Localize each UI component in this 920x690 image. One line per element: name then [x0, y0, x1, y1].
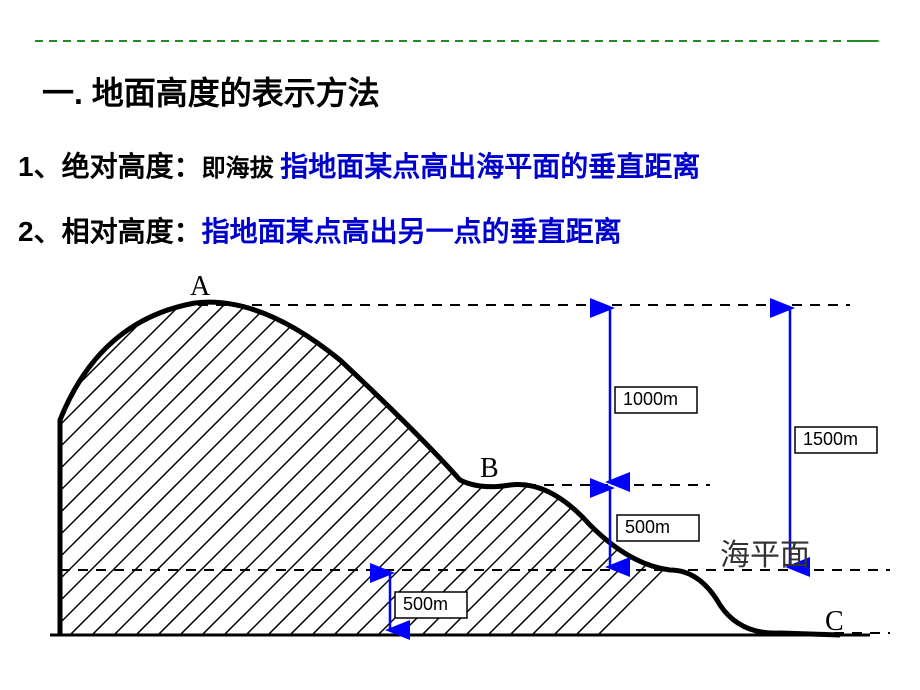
section-title: 一. 地面高度的表示方法 [42, 68, 380, 114]
sea-level-label: 海平面 [720, 539, 810, 572]
svg-text:1500m: 1500m [803, 429, 858, 449]
point-a-label: A [190, 271, 211, 302]
definition-2: 2、相对高度：指地面某点高出另一点的垂直距离 [18, 210, 622, 250]
svg-text:500m: 500m [403, 594, 448, 614]
def1-term: 绝对高度： [62, 151, 202, 182]
def2-term: 相对高度： [62, 216, 202, 247]
def2-desc: 指地面某点高出另一点的垂直距离 [202, 216, 622, 247]
def1-mid: 即海拔 [202, 155, 281, 182]
def1-desc: 指地面某点高出海平面的垂直距离 [280, 151, 700, 182]
def1-num: 1、 [18, 151, 62, 182]
top-dashed-arrow [35, 40, 885, 42]
svg-text:1000m: 1000m [623, 389, 678, 409]
svg-text:500m: 500m [625, 517, 670, 537]
definition-1: 1、绝对高度：即海拔 指地面某点高出海平面的垂直距离 [18, 145, 700, 185]
elevation-diagram: A B C 海平面 1000m 500m 1500m 500m [20, 265, 900, 665]
def2-num: 2、 [18, 216, 62, 247]
point-b-label: B [480, 453, 499, 484]
point-c-label: C [825, 606, 844, 637]
